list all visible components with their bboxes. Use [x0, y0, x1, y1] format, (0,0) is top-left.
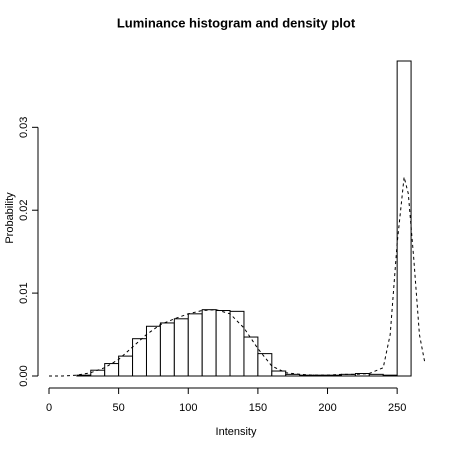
bar	[76, 374, 92, 377]
bar	[368, 373, 384, 377]
y-tick-label: 0.02	[18, 199, 30, 220]
bar	[187, 313, 203, 377]
bar	[396, 60, 412, 377]
bar	[118, 355, 134, 377]
bar	[90, 369, 106, 377]
bar	[145, 325, 161, 377]
x-tick-label: 50	[113, 402, 125, 414]
y-axis-label: Probability	[4, 192, 16, 244]
x-tick-label: 150	[249, 402, 267, 414]
bar	[257, 353, 273, 377]
bar	[201, 309, 217, 377]
x-tick-label: 100	[179, 402, 197, 414]
y-tick-label: 0.00	[18, 365, 30, 386]
bar	[159, 322, 175, 377]
x-axis-label: Intensity	[216, 426, 257, 438]
chart-title: Luminance histogram and density plot	[117, 15, 356, 30]
bar	[132, 338, 147, 377]
bar	[173, 318, 189, 377]
x-tick-label: 200	[318, 402, 336, 414]
bar	[104, 363, 120, 377]
bar	[382, 374, 398, 377]
x-tick-label: 0	[46, 402, 52, 414]
bar	[243, 336, 259, 377]
bar	[271, 370, 287, 377]
x-tick-label: 250	[388, 402, 406, 414]
y-tick-label: 0.01	[18, 282, 30, 303]
bar	[215, 310, 231, 377]
y-tick-label: 0.03	[18, 117, 30, 138]
